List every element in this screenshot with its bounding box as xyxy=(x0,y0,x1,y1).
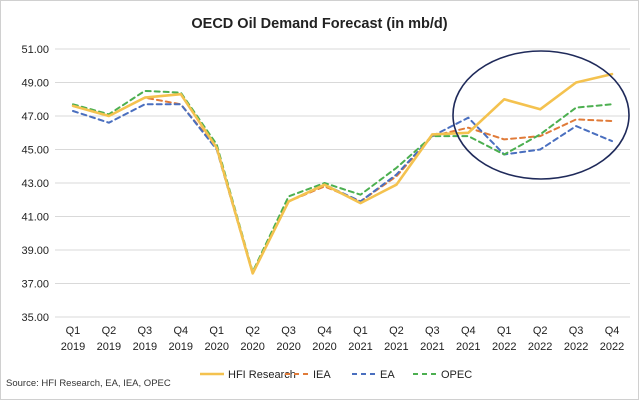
source-note: Source: HFI Research, EA, IEA, OPEC xyxy=(6,378,171,389)
gridlines xyxy=(55,48,630,318)
x-tick-quarter: Q4 xyxy=(605,325,620,337)
x-tick-year: 2020 xyxy=(240,341,264,353)
x-tick-quarter: Q1 xyxy=(209,325,224,337)
x-tick-quarter: Q3 xyxy=(569,325,584,337)
x-tick-year: 2020 xyxy=(312,341,336,353)
x-tick-quarter: Q2 xyxy=(102,325,117,337)
x-tick-quarter: Q1 xyxy=(353,325,368,337)
chart-title: OECD Oil Demand Forecast (in mb/d) xyxy=(191,16,447,32)
x-tick-quarter: Q2 xyxy=(389,325,404,337)
x-tick-year: 2022 xyxy=(492,341,516,353)
y-tick-label: 49.00 xyxy=(21,78,49,90)
x-tick-quarter: Q2 xyxy=(533,325,548,337)
x-tick-quarter: Q4 xyxy=(461,325,476,337)
y-tick-label: 45.00 xyxy=(21,145,49,157)
x-tick-quarter: Q3 xyxy=(138,325,153,337)
highlight-ellipse xyxy=(452,50,630,180)
x-tick-year: 2022 xyxy=(600,341,624,353)
x-tick-year: 2019 xyxy=(169,341,193,353)
y-tick-label: 43.00 xyxy=(21,178,49,190)
x-tick-quarter: Q2 xyxy=(245,325,260,337)
y-tick-label: 35.00 xyxy=(21,312,49,324)
x-tick-year: 2020 xyxy=(204,341,228,353)
x-tick-quarter: Q4 xyxy=(173,325,188,337)
x-tick-year: 2021 xyxy=(456,341,480,353)
x-tick-year: 2022 xyxy=(528,341,552,353)
y-tick-label: 51.00 xyxy=(21,44,49,56)
y-tick-label: 41.00 xyxy=(21,212,49,224)
legend-label-opec: OPEC xyxy=(441,369,472,381)
x-tick-year: 2021 xyxy=(348,341,372,353)
y-axis-ticks: 35.00 37.00 39.00 41.00 43.00 45.00 47.00 49.00… xyxy=(21,44,49,324)
legend-label-hfi-research: HFI Research xyxy=(228,369,296,381)
x-tick-quarter: Q1 xyxy=(66,325,81,337)
series-lines xyxy=(71,72,614,275)
x-tick-year: 2019 xyxy=(133,341,157,353)
x-tick-year: 2021 xyxy=(384,341,408,353)
legend-label-iea: IEA xyxy=(313,369,331,381)
series-line-iea xyxy=(72,96,613,275)
y-tick-label: 37.00 xyxy=(21,279,49,291)
x-tick-year: 2021 xyxy=(420,341,444,353)
x-axis-ticks: Q1 2019 Q2 2019 Q3 2019 Q4 2019 Q1 2020 Q2 2020 Q3 20… xyxy=(61,325,625,353)
x-tick-year: 2019 xyxy=(97,341,121,353)
y-tick-label: 39.00 xyxy=(21,245,49,257)
x-tick-year: 2020 xyxy=(276,341,300,353)
x-tick-quarter: Q3 xyxy=(425,325,440,337)
legend: HFI Research IEA EA OPEC xyxy=(200,369,472,381)
x-tick-quarter: Q4 xyxy=(317,325,332,337)
series-line-hfi-research xyxy=(71,72,614,275)
x-tick-year: 2019 xyxy=(61,341,85,353)
legend-label-ea: EA xyxy=(380,369,395,381)
series-line-opec xyxy=(72,89,613,273)
x-tick-year: 2022 xyxy=(564,341,588,353)
y-tick-label: 47.00 xyxy=(21,111,49,123)
x-tick-quarter: Q1 xyxy=(497,325,512,337)
x-tick-quarter: Q3 xyxy=(281,325,296,337)
